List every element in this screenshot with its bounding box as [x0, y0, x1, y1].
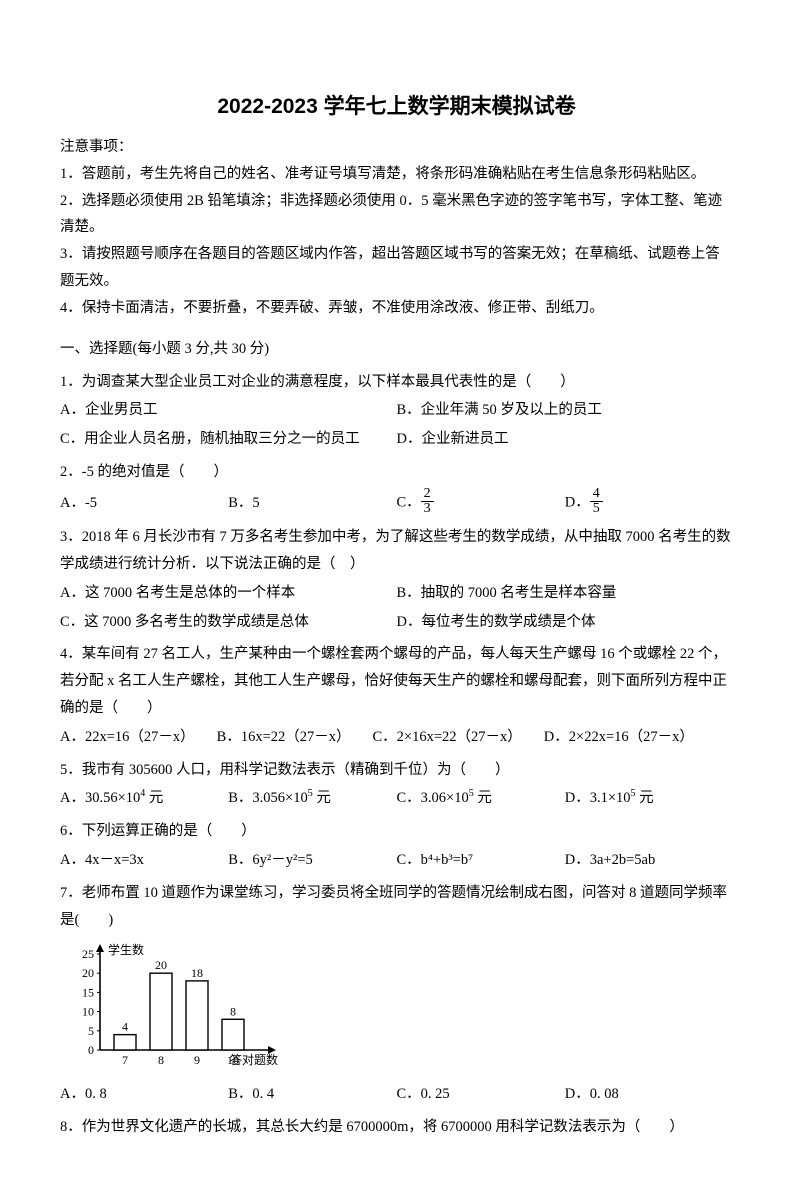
question-stem: 3．2018 年 6 月长沙市有 7 万多名考生参加中考，为了解这些考生的数学成… — [60, 524, 733, 578]
question-stem: 1．为调查某大型企业员工对企业的满意程度，以下样本最具代表性的是（ ） — [60, 369, 733, 396]
svg-text:7: 7 — [122, 1053, 128, 1067]
option-b: B．16x=22（27－x） — [217, 724, 351, 751]
question-stem: 8．作为世界文化遗产的长城，其总长大约是 6700000m，将 6700000 … — [60, 1114, 733, 1141]
question-stem: 6．下列运算正确的是（ ） — [60, 818, 733, 845]
svg-text:答对题数: 答对题数 — [230, 1052, 278, 1067]
section-head: 一、选择题(每小题 3 分,共 30 分) — [60, 336, 733, 363]
question-stem: 2．-5 的绝对值是（ ） — [60, 459, 733, 486]
option-d: D．3.1×105 元 — [565, 785, 733, 812]
option-c: C．2×16x=22（27－x） — [373, 724, 522, 751]
option-c: C．用企业人员名册，随机抽取三分之一的员工 — [60, 426, 397, 453]
option-a: A．企业男员工 — [60, 397, 397, 424]
svg-text:8: 8 — [158, 1053, 164, 1067]
svg-text:0: 0 — [88, 1043, 94, 1057]
option-a: A．-5 — [60, 490, 228, 517]
svg-text:10: 10 — [82, 1004, 94, 1018]
bar-chart: 0510152025学生数47208189810答对题数 — [66, 940, 733, 1080]
option-d: D．每位考生的数学成绩是个体 — [397, 609, 734, 636]
option-d: D．3a+2b=5ab — [565, 847, 733, 874]
option-c: C．0. 25 — [397, 1081, 565, 1108]
question-1: 1．为调查某大型企业员工对企业的满意程度，以下样本最具代表性的是（ ） A．企业… — [60, 369, 733, 453]
question-3: 3．2018 年 6 月长沙市有 7 万多名考生参加中考，为了解这些考生的数学成… — [60, 524, 733, 635]
option-b: B．6y²－y²=5 — [228, 847, 396, 874]
option-d: D．45 — [565, 488, 733, 518]
svg-text:9: 9 — [194, 1053, 200, 1067]
option-b: B．抽取的 7000 名考生是样本容量 — [397, 580, 734, 607]
question-stem: 5．我市有 305600 人口，用科学记数法表示（精确到千位）为（ ） — [60, 757, 733, 784]
option-b: B．企业年满 50 岁及以上的员工 — [397, 397, 734, 424]
option-d: D．0. 08 — [565, 1081, 733, 1108]
option-a: A．22x=16（27－x） — [60, 724, 195, 751]
notice-line: 4．保持卡面清洁，不要折叠，不要弄破、弄皱，不准使用涂改液、修正带、刮纸刀。 — [60, 295, 733, 322]
svg-text:18: 18 — [191, 965, 203, 979]
svg-text:8: 8 — [230, 1004, 236, 1018]
page-title: 2022-2023 学年七上数学期末模拟试卷 — [60, 90, 733, 120]
option-a: A．30.56×104 元 — [60, 785, 228, 812]
option-a: A．0. 8 — [60, 1081, 228, 1108]
option-b: B．5 — [228, 490, 396, 517]
bar-chart-svg: 0510152025学生数47208189810答对题数 — [66, 940, 296, 1070]
question-6: 6．下列运算正确的是（ ） A．4x－x=3x B．6y²－y²=5 C．b⁴+… — [60, 818, 733, 874]
svg-text:5: 5 — [88, 1023, 94, 1037]
option-c: C．这 7000 多名考生的数学成绩是总体 — [60, 609, 397, 636]
question-stem: 7．老师布置 10 道题作为课堂练习，学习委员将全班同学的答题情况绘制成右图，问… — [60, 880, 733, 934]
notice-line: 2．选择题必须使用 2B 铅笔填涂；非选择题必须使用 0．5 毫米黑色字迹的签字… — [60, 188, 733, 242]
notice-block: 注意事项： 1．答题前，考生先将自己的姓名、准考证号填写清楚，将条形码准确粘贴在… — [60, 134, 733, 322]
exam-page: 2022-2023 学年七上数学期末模拟试卷 注意事项： 1．答题前，考生先将自… — [0, 0, 793, 1181]
svg-text:25: 25 — [82, 947, 94, 961]
option-a: A．这 7000 名考生是总体的一个样本 — [60, 580, 397, 607]
notice-line: 1．答题前，考生先将自己的姓名、准考证号填写清楚，将条形码准确粘贴在考生信息条形… — [60, 161, 733, 188]
notice-head: 注意事项： — [60, 134, 733, 161]
svg-text:20: 20 — [155, 958, 167, 972]
svg-text:4: 4 — [122, 1019, 128, 1033]
svg-text:15: 15 — [82, 985, 94, 999]
option-c: C．3.06×105 元 — [397, 785, 565, 812]
question-5: 5．我市有 305600 人口，用科学记数法表示（精确到千位）为（ ） A．30… — [60, 757, 733, 813]
question-stem: 4．某车间有 27 名工人，生产某种由一个螺栓套两个螺母的产品，每人每天生产螺母… — [60, 641, 733, 721]
option-d: D．企业新进员工 — [397, 426, 734, 453]
option-d: D．2×22x=16（27－x） — [544, 724, 694, 751]
question-2: 2．-5 的绝对值是（ ） A．-5 B．5 C．23 D．45 — [60, 459, 733, 518]
option-c: C．b⁴+b³=b⁷ — [397, 847, 565, 874]
notice-line: 3．请按照题号顺序在各题目的答题区域内作答，超出答题区域书写的答案无效；在草稿纸… — [60, 241, 733, 295]
option-a: A．4x－x=3x — [60, 847, 228, 874]
option-b: B．0. 4 — [228, 1081, 396, 1108]
question-7: 7．老师布置 10 道题作为课堂练习，学习委员将全班同学的答题情况绘制成右图，问… — [60, 880, 733, 1108]
svg-text:学生数: 学生数 — [108, 942, 144, 957]
option-c: C．23 — [397, 488, 565, 518]
svg-text:20: 20 — [82, 966, 94, 980]
option-b: B．3.056×105 元 — [228, 785, 396, 812]
question-8: 8．作为世界文化遗产的长城，其总长大约是 6700000m，将 6700000 … — [60, 1114, 733, 1141]
question-4: 4．某车间有 27 名工人，生产某种由一个螺栓套两个螺母的产品，每人每天生产螺母… — [60, 641, 733, 750]
